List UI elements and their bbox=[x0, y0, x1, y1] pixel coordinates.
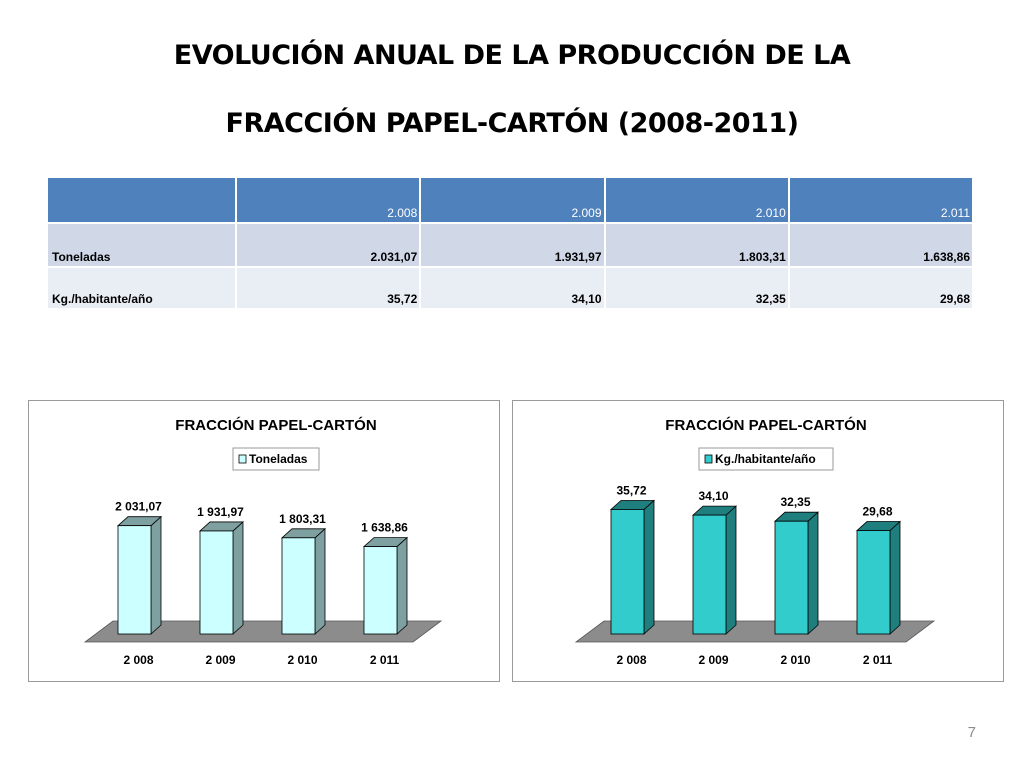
bar-front bbox=[692, 514, 727, 635]
legend-swatch bbox=[238, 454, 247, 464]
chart-floor bbox=[83, 620, 443, 643]
bar-front bbox=[774, 520, 809, 635]
bar bbox=[116, 515, 163, 635]
data-label: 32,35 bbox=[780, 495, 810, 509]
bar bbox=[609, 499, 656, 635]
bar-front bbox=[856, 530, 891, 635]
table-header-cell bbox=[48, 178, 237, 224]
page-title-line-2: FRACCIÓN PAPEL-CARTÓN (2008-2011) bbox=[225, 108, 799, 139]
x-tick-label: 2 008 bbox=[616, 653, 646, 667]
x-tick-label: 2 008 bbox=[123, 653, 153, 667]
x-tick-label: 2 011 bbox=[863, 653, 893, 667]
table-header-cell: 2.010 bbox=[604, 178, 790, 224]
bar-side bbox=[232, 521, 244, 635]
x-tick-label: 2 010 bbox=[287, 653, 317, 667]
chart-legend: Kg./habitante/año bbox=[698, 447, 834, 471]
legend-label: Toneladas bbox=[249, 452, 308, 466]
chart-title: FRACCIÓN PAPEL-CARTÓN bbox=[665, 416, 866, 434]
bar-side bbox=[150, 515, 162, 635]
bar-side bbox=[807, 511, 819, 635]
bar-front bbox=[199, 530, 234, 635]
chart-toneladas-svg: FRACCIÓN PAPEL-CARTÓN Toneladas 2 031,07 2 … bbox=[83, 416, 443, 667]
data-label: 29,68 bbox=[862, 505, 892, 519]
bar-side bbox=[643, 499, 655, 635]
x-tick-label: 2 010 bbox=[780, 653, 810, 667]
table-cell: 32,35 bbox=[604, 267, 790, 310]
bar bbox=[855, 520, 902, 635]
bar bbox=[362, 536, 409, 635]
chart-title: FRACCIÓN PAPEL-CARTÓN bbox=[175, 416, 376, 434]
data-label: 1 638,86 bbox=[361, 521, 408, 535]
page-number: 7 bbox=[967, 724, 976, 741]
data-label: 1 931,97 bbox=[197, 505, 244, 519]
table-row: Kg./habitante/año 35,72 34,10 32,35 29,6… bbox=[48, 267, 975, 310]
chart-floor bbox=[574, 620, 936, 643]
table-row-label: Toneladas bbox=[48, 223, 237, 268]
bar bbox=[773, 511, 820, 635]
table-header-cell: 2.009 bbox=[420, 178, 606, 224]
bar bbox=[198, 521, 245, 635]
data-label: 35,72 bbox=[616, 483, 646, 497]
table-cell: 1.638,86 bbox=[788, 223, 975, 268]
table-header-cell: 2.011 bbox=[788, 178, 975, 224]
bar-side bbox=[725, 505, 737, 635]
x-tick-label: 2 009 bbox=[698, 653, 728, 667]
legend-swatch bbox=[704, 454, 713, 464]
chart-kg-habitante-svg: FRACCIÓN PAPEL-CARTÓN Kg./habitante/año 35… bbox=[574, 416, 936, 667]
bar-side bbox=[889, 520, 901, 635]
x-tick-label: 2 011 bbox=[370, 653, 400, 667]
table-cell: 1.931,97 bbox=[420, 223, 606, 268]
table-header-cell: 2.008 bbox=[236, 178, 422, 224]
data-label: 2 031,07 bbox=[115, 500, 162, 514]
table-cell: 34,10 bbox=[420, 267, 606, 310]
bar-front bbox=[363, 546, 398, 635]
x-tick-label: 2 009 bbox=[205, 653, 235, 667]
data-label: 34,10 bbox=[698, 489, 728, 503]
bar-front bbox=[281, 537, 316, 635]
data-label: 1 803,31 bbox=[279, 512, 326, 526]
legend-box bbox=[698, 447, 834, 471]
table-cell: 2.031,07 bbox=[236, 223, 422, 268]
bar-side bbox=[314, 527, 326, 635]
bar-front bbox=[117, 525, 152, 635]
bar bbox=[280, 527, 327, 635]
chart-toneladas: FRACCIÓN PAPEL-CARTÓN Toneladas 2 031,07 2 … bbox=[28, 400, 500, 682]
bar-side bbox=[396, 536, 408, 635]
table-row-label: Kg./habitante/año bbox=[48, 267, 237, 310]
chart-legend: Toneladas bbox=[232, 447, 320, 471]
chart-kg-habitante: FRACCIÓN PAPEL-CARTÓN Kg./habitante/año 35… bbox=[512, 400, 1004, 682]
page-title-line-1: EVOLUCIÓN ANUAL DE LA PRODUCCIÓN DE LA bbox=[173, 40, 851, 71]
table-cell: 35,72 bbox=[236, 267, 422, 310]
bar bbox=[691, 505, 738, 635]
table-header-row: 2.008 2.009 2.010 2.011 bbox=[48, 178, 975, 224]
table-cell: 29,68 bbox=[788, 267, 975, 310]
legend-box bbox=[232, 447, 320, 471]
bar-front bbox=[610, 509, 645, 635]
table-row: Toneladas 2.031,07 1.931,97 1.803,31 1.6… bbox=[48, 223, 975, 268]
table-cell: 1.803,31 bbox=[604, 223, 790, 268]
production-table: 2.008 2.009 2.010 2.011 Toneladas 2.031,… bbox=[48, 178, 975, 310]
legend-label: Kg./habitante/año bbox=[715, 452, 816, 466]
